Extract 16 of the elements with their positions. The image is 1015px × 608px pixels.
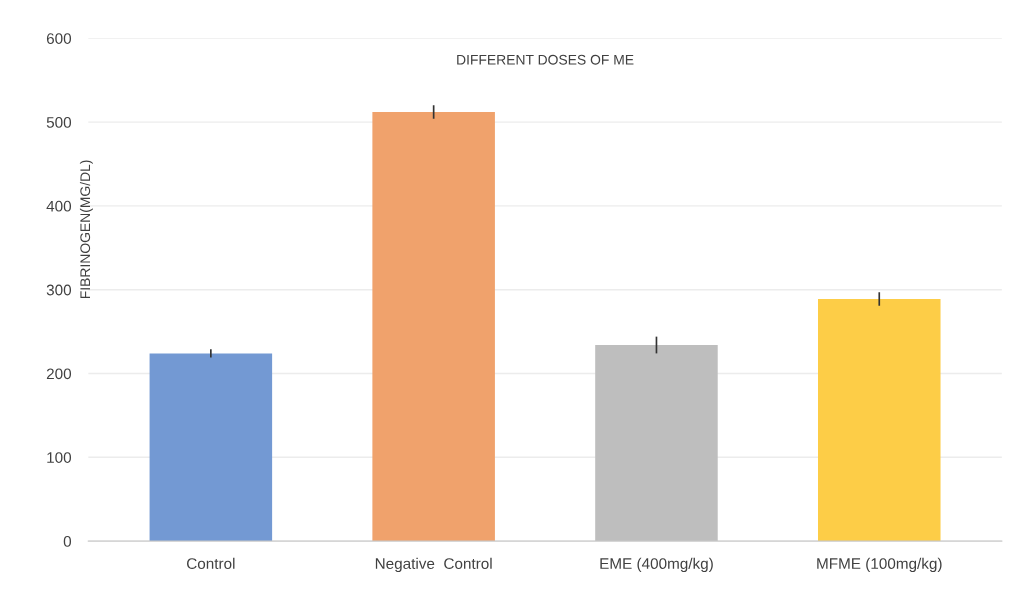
y-tick-label: 300 [46,284,72,296]
x-tick-label: MFME (100mg/kg) [817,557,942,573]
y-tick-label: 100 [47,452,72,463]
x-tick-label: EME (400mg/kg) [600,557,713,573]
x-tick-label: Control [187,557,235,570]
y-tick-label: 500 [46,116,72,128]
text: DIFFERENT DOSES OF ME [457,54,634,65]
bar [372,112,495,542]
x-tick-label: Negative Control [375,557,492,573]
bar [817,298,941,542]
y-tick-label: 400 [46,200,72,212]
bar [149,353,273,542]
y-axis-title: FIBRINOGEN(MG/DL) [79,160,93,299]
y-tick-label: 600 [46,33,72,44]
y-tick-label: 200 [46,368,72,380]
y-tick-label: 0 [63,535,72,547]
